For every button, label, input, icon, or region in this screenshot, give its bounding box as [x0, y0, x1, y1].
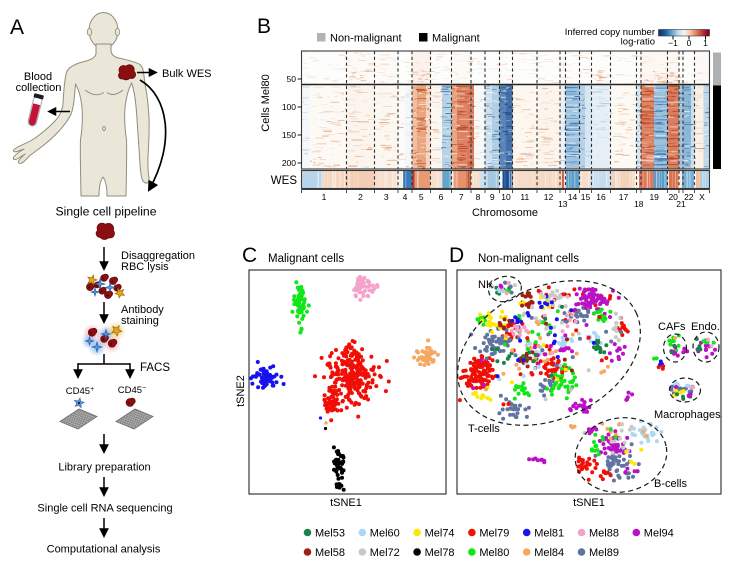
svg-text:Mel81: Mel81: [534, 528, 564, 540]
svg-text:1: 1: [322, 192, 327, 202]
svg-text:Inferred copy number: Inferred copy number: [565, 27, 655, 38]
svg-text:collection: collection: [16, 82, 62, 94]
svg-text:CAFs: CAFs: [658, 321, 686, 333]
svg-text:4: 4: [403, 192, 408, 202]
svg-text:T-cells: T-cells: [468, 423, 500, 435]
svg-text:11: 11: [520, 192, 529, 202]
svg-text:Malignant: Malignant: [432, 33, 480, 45]
svg-text:tSNE1: tSNE1: [573, 497, 605, 509]
svg-text:RBC lysis: RBC lysis: [121, 261, 169, 273]
svg-text:NK: NK: [478, 279, 494, 291]
svg-text:A: A: [10, 16, 24, 39]
svg-text:0: 0: [687, 38, 692, 48]
svg-text:Bulk WES: Bulk WES: [162, 68, 212, 80]
svg-text:X: X: [699, 192, 705, 202]
svg-text:Non-malignant cells: Non-malignant cells: [478, 253, 579, 265]
svg-text:13: 13: [558, 199, 568, 209]
svg-text:17: 17: [619, 192, 629, 202]
svg-text:Mel53: Mel53: [315, 528, 345, 540]
svg-text:14: 14: [568, 192, 578, 202]
svg-text:tSNE1: tSNE1: [330, 497, 362, 509]
svg-text:C: C: [242, 244, 257, 267]
svg-text:B: B: [257, 15, 271, 38]
svg-text:Mel58: Mel58: [315, 547, 345, 559]
svg-text:1: 1: [703, 38, 708, 48]
svg-text:Mel88: Mel88: [589, 528, 619, 540]
svg-text:100: 100: [282, 102, 296, 112]
svg-text:D: D: [449, 244, 464, 267]
svg-text:Single cell RNA sequencing: Single cell RNA sequencing: [37, 503, 172, 515]
svg-text:22: 22: [684, 192, 694, 202]
svg-text:Disaggregation: Disaggregation: [121, 250, 195, 262]
svg-text:16: 16: [596, 192, 606, 202]
svg-text:Macrophages: Macrophages: [654, 409, 721, 421]
svg-text:Mel94: Mel94: [644, 528, 674, 540]
svg-text:5: 5: [419, 192, 424, 202]
svg-text:staining: staining: [121, 315, 159, 327]
svg-text:6: 6: [439, 192, 444, 202]
svg-text:12: 12: [544, 192, 554, 202]
svg-text:tSNE2: tSNE2: [235, 375, 247, 407]
svg-text:Mel79: Mel79: [479, 528, 509, 540]
svg-text:19: 19: [649, 192, 659, 202]
svg-text:CD45−: CD45−: [118, 385, 146, 396]
svg-text:2: 2: [358, 192, 363, 202]
svg-text:WES: WES: [271, 175, 298, 187]
svg-text:Mel60: Mel60: [370, 528, 400, 540]
svg-text:Single cell pipeline: Single cell pipeline: [56, 205, 157, 219]
svg-text:Blood: Blood: [24, 71, 52, 83]
svg-text:Chromosome: Chromosome: [472, 207, 538, 219]
svg-text:150: 150: [282, 130, 296, 140]
svg-text:Library preparation: Library preparation: [58, 462, 150, 474]
svg-text:18: 18: [634, 199, 644, 209]
svg-text:Malignant cells: Malignant cells: [268, 253, 344, 265]
svg-text:FACS: FACS: [140, 362, 170, 374]
svg-text:log-ratio: log-ratio: [621, 37, 655, 48]
svg-text:20: 20: [668, 192, 678, 202]
svg-text:Endo.: Endo.: [691, 321, 720, 333]
svg-text:Mel72: Mel72: [370, 547, 400, 559]
svg-text:10: 10: [501, 192, 511, 202]
svg-text:9: 9: [490, 192, 495, 202]
svg-text:3: 3: [384, 192, 389, 202]
svg-text:Mel89: Mel89: [589, 547, 619, 559]
svg-text:Mel74: Mel74: [425, 528, 455, 540]
svg-text:B-cells: B-cells: [654, 478, 688, 490]
svg-text:50: 50: [287, 74, 297, 84]
svg-text:200: 200: [282, 158, 296, 168]
svg-text:Computational analysis: Computational analysis: [47, 544, 161, 556]
svg-text:CD45+: CD45+: [66, 386, 94, 397]
svg-text:21: 21: [676, 199, 686, 209]
svg-text:Cells Mel80: Cells Mel80: [260, 74, 272, 131]
svg-text:Antibody: Antibody: [121, 304, 164, 316]
svg-text:15: 15: [581, 192, 591, 202]
svg-text:Mel80: Mel80: [479, 547, 509, 559]
svg-text:7: 7: [459, 192, 464, 202]
svg-text:Non-malignant: Non-malignant: [330, 33, 402, 45]
svg-text:8: 8: [476, 192, 481, 202]
svg-text:Mel84: Mel84: [534, 547, 564, 559]
svg-text:Mel78: Mel78: [425, 547, 455, 559]
svg-text:−1: −1: [668, 38, 678, 48]
